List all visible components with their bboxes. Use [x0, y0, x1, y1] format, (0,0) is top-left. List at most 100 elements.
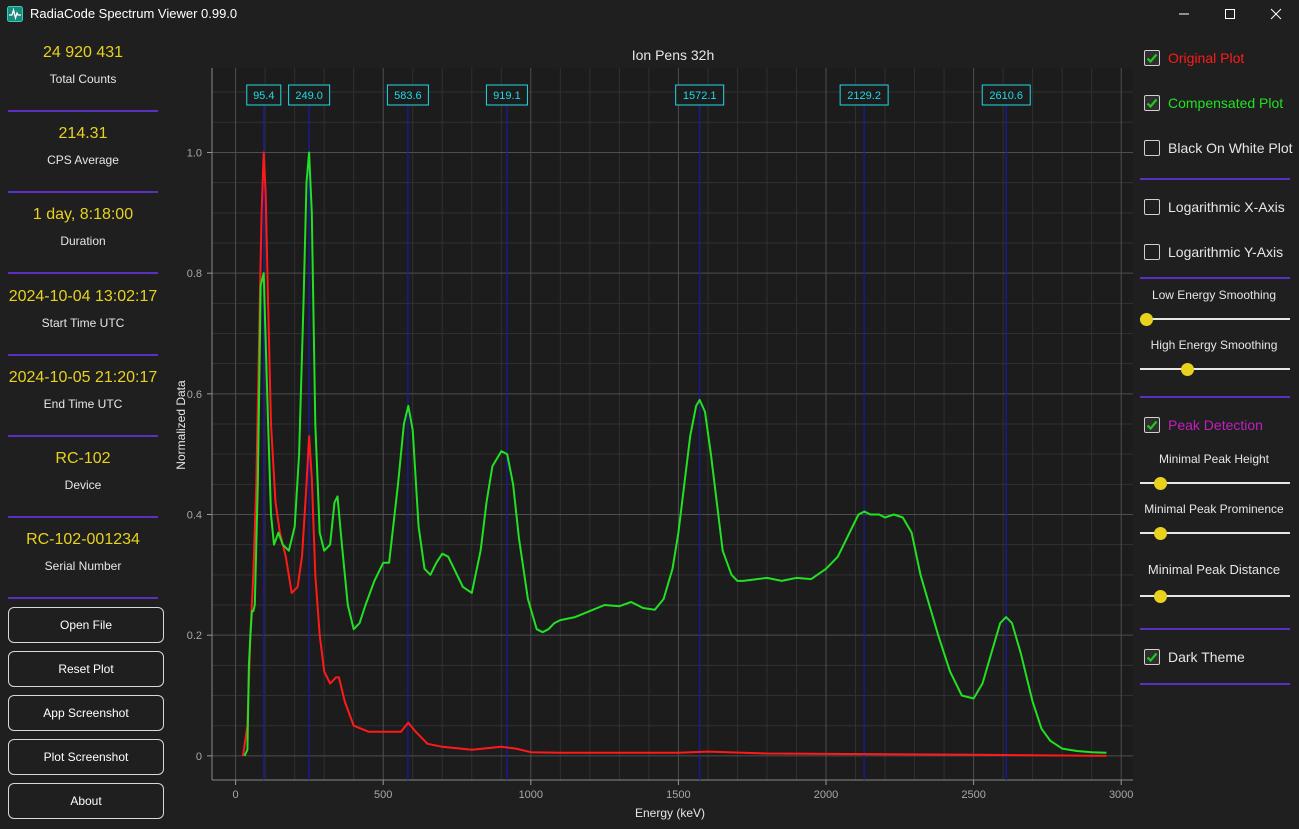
stat-value: RC-102-001234 — [26, 531, 140, 548]
min-peak-prominence-handle[interactable] — [1153, 527, 1167, 540]
min-peak-height-track[interactable] — [1140, 482, 1290, 484]
about-button[interactable]: About — [8, 783, 164, 819]
low-energy-smoothing-track[interactable] — [1140, 318, 1290, 320]
dark-theme-checkbox[interactable]: Dark Theme — [1144, 647, 1245, 667]
spectrum-plot[interactable]: Ion Pens 32h 0 500 1000 1500 2000 2500 3000 0 0.… — [170, 40, 1136, 825]
peak-label: 583.6 — [394, 90, 422, 102]
min-peak-distance-label: Minimal Peak Distance — [1147, 562, 1281, 577]
stat-label: Serial Number — [44, 559, 122, 573]
original-spectrum-line — [242, 151, 1107, 757]
checkbox-box[interactable] — [1144, 199, 1160, 215]
stat-value: 214.31 — [58, 125, 108, 142]
peak-label: 95.4 — [253, 90, 274, 102]
x-tick-label: 2000 — [814, 789, 838, 801]
peak-label-box — [246, 84, 282, 106]
close-icon — [1270, 8, 1282, 20]
high-energy-smoothing-label: High Energy Smoothing — [1150, 338, 1278, 352]
peak-label-box — [981, 84, 1031, 106]
stat-label: Device — [64, 478, 102, 492]
minimize-icon — [1179, 13, 1189, 15]
checkbox-box[interactable] — [1144, 244, 1160, 260]
reset-plot-button[interactable]: Reset Plot — [8, 651, 164, 687]
divider — [8, 191, 158, 193]
pulse-icon — [7, 6, 23, 22]
checkbox-box[interactable] — [1144, 649, 1160, 665]
divider — [1140, 683, 1290, 685]
original-plot-checkbox[interactable]: Original Plot — [1144, 48, 1244, 68]
stat-label: Start Time UTC — [41, 316, 125, 330]
peak-label-box — [485, 84, 528, 106]
y-tick-label: 0.8 — [187, 268, 202, 280]
y-tick-label: 0 — [196, 751, 202, 763]
peak-detection-label: Peak Detection — [1168, 417, 1263, 433]
min-peak-height-handle[interactable] — [1153, 477, 1167, 490]
min-peak-distance-handle[interactable] — [1153, 590, 1167, 603]
stat-duration: 1 day, 8:18:00 Duration — [8, 206, 158, 248]
close-button[interactable] — [1253, 0, 1299, 28]
dark-theme-label: Dark Theme — [1168, 649, 1245, 665]
checkbox-box[interactable] — [1144, 417, 1160, 433]
stat-label: CPS Average — [47, 153, 119, 167]
x-tick-label: 0 — [233, 789, 239, 801]
divider — [8, 516, 158, 518]
peak-label: 249.0 — [295, 90, 323, 102]
plot-axes: 0 500 1000 1500 2000 2500 3000 0 0.2 0.4 0.6 0.8 1.0 — [187, 68, 1133, 801]
divider — [1140, 396, 1290, 398]
divider — [8, 272, 158, 274]
peak-labels: 95.4 249.0 583.6 919.1 1572.1 2129.2 2610.6 — [246, 84, 1031, 106]
y-axis-label: Normalized Data — [174, 380, 188, 470]
plot-screenshot-button[interactable]: Plot Screenshot — [8, 739, 164, 775]
x-tick-label: 2500 — [961, 789, 985, 801]
log-x-checkbox[interactable]: Logarithmic X-Axis — [1144, 197, 1285, 217]
y-tick-label: 1.0 — [187, 147, 202, 159]
stat-value: 2024-10-05 21:20:17 — [8, 369, 158, 386]
y-tick-label: 0.6 — [187, 389, 202, 401]
stat-start-time: 2024-10-04 13:02:17 Start Time UTC — [8, 288, 158, 330]
x-tick-label: 1000 — [519, 789, 543, 801]
low-energy-smoothing-label: Low Energy Smoothing — [1151, 288, 1277, 302]
black-on-white-label: Black On White Plot — [1168, 140, 1293, 156]
peak-label: 919.1 — [493, 90, 521, 102]
peak-label-box — [839, 84, 889, 106]
divider — [1140, 277, 1290, 279]
black-on-white-checkbox[interactable]: Black On White Plot — [1144, 138, 1293, 158]
maximize-icon — [1225, 9, 1235, 19]
high-energy-smoothing-track[interactable] — [1140, 368, 1290, 370]
checkbox-box[interactable] — [1144, 95, 1160, 111]
compensated-plot-checkbox[interactable]: Compensated Plot — [1144, 93, 1283, 113]
stat-cps-average: 214.31 CPS Average — [8, 125, 158, 167]
peak-detection-checkbox[interactable]: Peak Detection — [1144, 415, 1263, 435]
y-tick-label: 0.2 — [187, 630, 202, 642]
stat-value: 24 920 431 — [42, 44, 124, 61]
stat-label: End Time UTC — [43, 397, 123, 411]
stat-value: 2024-10-04 13:02:17 — [8, 288, 158, 305]
stat-total-counts: 24 920 431 Total Counts — [8, 44, 158, 86]
checkbox-box[interactable] — [1144, 50, 1160, 66]
stat-value: 1 day, 8:18:00 — [32, 206, 134, 223]
checkbox-box[interactable] — [1144, 140, 1160, 156]
divider — [1140, 178, 1290, 180]
peak-label: 2129.2 — [847, 90, 881, 102]
peak-label: 1572.1 — [683, 90, 717, 102]
open-file-button[interactable]: Open File — [8, 607, 164, 643]
checkmark-icon — [1146, 53, 1158, 64]
min-peak-prominence-track[interactable] — [1140, 532, 1290, 534]
minimize-button[interactable] — [1161, 0, 1207, 28]
stat-label: Duration — [60, 234, 106, 248]
high-energy-smoothing-handle[interactable] — [1181, 363, 1195, 376]
plot-title: Ion Pens 32h — [632, 47, 715, 63]
min-peak-distance-track[interactable] — [1140, 595, 1290, 597]
min-peak-prominence-label: Minimal Peak Prominence — [1144, 502, 1284, 516]
log-y-checkbox[interactable]: Logarithmic Y-Axis — [1144, 242, 1283, 262]
peak-lines — [263, 105, 1007, 780]
app-screenshot-button[interactable]: App Screenshot — [8, 695, 164, 731]
compensated-plot-label: Compensated Plot — [1168, 95, 1284, 111]
checkmark-icon — [1146, 652, 1158, 663]
maximize-button[interactable] — [1207, 0, 1253, 28]
low-energy-smoothing-handle[interactable] — [1140, 313, 1153, 326]
spectrum-curves — [242, 151, 1107, 757]
divider — [8, 354, 158, 356]
x-axis-label: Energy (keV) — [635, 806, 705, 820]
plot-grid — [212, 68, 1133, 780]
x-tick-label: 500 — [374, 789, 392, 801]
